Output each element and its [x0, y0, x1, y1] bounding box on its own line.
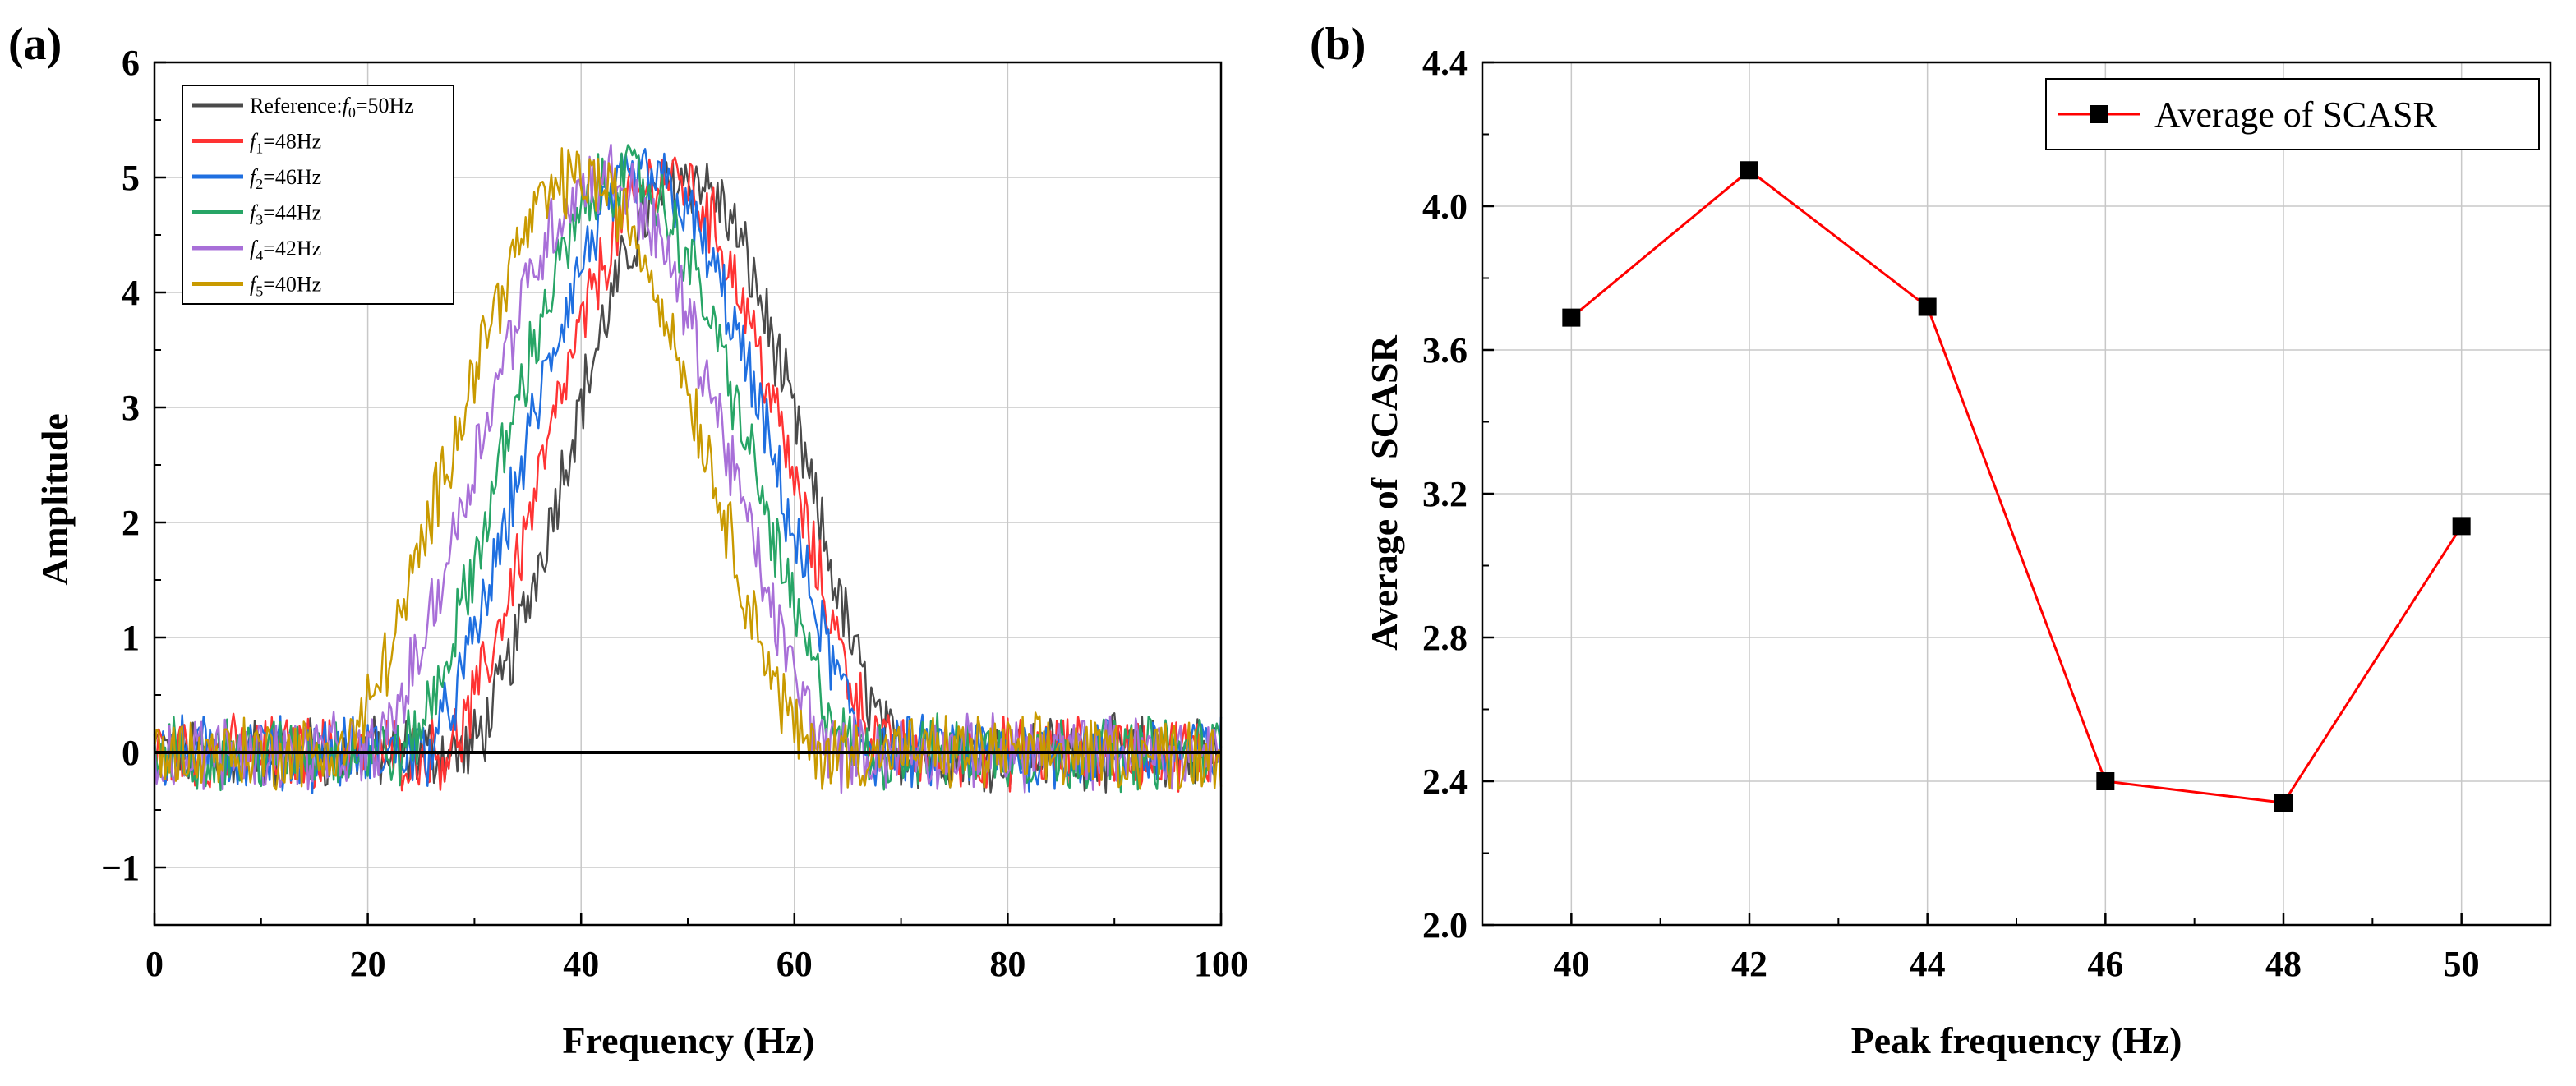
panel-b-xtick-label: 48 [2265, 944, 2302, 984]
panel-a-xtick-label: 100 [1194, 944, 1248, 984]
panel-b-xtick-label: 42 [1731, 944, 1767, 984]
panel-a-ytick-label: 4 [122, 273, 140, 313]
panel-b-xtick-label: 44 [1910, 944, 1946, 984]
panel-b-label: (b) [1310, 19, 1366, 70]
panel-a: (a) 0 20 40 60 80 100 −1 0 1 2 3 4 5 6 Frequency (Hz)… [8, 19, 1248, 1061]
panel-b-series [1562, 161, 2471, 812]
panel-b-xtick-label: 40 [1553, 944, 1589, 984]
panel-a-series [153, 143, 1223, 794]
panel-a-ticks: 0 20 40 60 80 100 −1 0 1 2 3 4 5 6 [101, 43, 1248, 984]
panel-a-ytick-label: 3 [122, 388, 140, 428]
panel-a-ytick-label: 5 [122, 158, 140, 198]
panel-b-data-point [1918, 297, 1937, 316]
panel-a-xtick-label: 0 [145, 944, 164, 984]
panel-a-ytick-label: −1 [101, 848, 140, 888]
panel-a-legend-label: Reference:f0=50Hz [250, 94, 414, 121]
panel-a-legend-box [182, 85, 454, 305]
panel-a-series-line [153, 147, 1223, 791]
panel-b-data-point [1740, 161, 1758, 180]
panel-b-ytick-label: 2.4 [1422, 762, 1468, 802]
panel-a-xtick-label: 20 [350, 944, 386, 984]
panel-a-legend-label: f4=42Hz [250, 237, 321, 264]
panel-a-ytick-label: 2 [122, 503, 140, 543]
panel-b-xtick-label: 46 [2087, 944, 2123, 984]
panel-a-legend-label: f1=48Hz [250, 130, 321, 157]
panel-b-legend: Average of SCASR [2045, 78, 2540, 150]
panel-b-legend-marker [2090, 105, 2108, 123]
panel-a-ytick-label: 1 [122, 618, 140, 658]
panel-a-xlabel: Frequency (Hz) [562, 1019, 814, 1061]
panel-b-ytick-label: 3.2 [1422, 474, 1468, 514]
panel-b-legend-box [2045, 78, 2540, 150]
panel-a-legend-label: f5=40Hz [250, 273, 321, 300]
panel-b-ticks: 40 42 44 46 48 50 2.0 2.4 2.8 3.2 3.6 4.0 4.4 [1422, 43, 2480, 984]
panel-a-label: (a) [8, 19, 62, 70]
panel-b-ytick-label: 4.0 [1422, 186, 1468, 227]
panel-b-ytick-label: 2.0 [1422, 905, 1468, 946]
panel-b-ylabel: Average of SCASR [1363, 334, 1405, 650]
panel-a-ytick-label: 6 [122, 43, 140, 83]
panel-b-data-point [2452, 517, 2471, 536]
panel-b-series-line [1570, 168, 2463, 804]
panel-b-xtick-label: 50 [2444, 944, 2480, 984]
panel-a-legend: Reference:f0=50Hz f1=48Hz f2=46Hz f3=44Hz f4… [182, 85, 454, 305]
panel-a-legend-label: f3=44Hz [250, 201, 321, 228]
panel-b-grid [1482, 62, 2551, 926]
panel-a-ytick-label: 0 [122, 733, 140, 773]
panel-b-data-point [2274, 794, 2293, 812]
panel-b-xlabel: Peak frequency (Hz) [1851, 1019, 2182, 1061]
panel-b: (b) 40 42 44 46 48 50 2.0 2.4 2.8 3.2 3.6 4.0 4.4 Pe… [1310, 19, 2552, 1061]
panel-a-legend-label: f2=46Hz [250, 165, 321, 192]
panel-b-ytick-label: 4.4 [1422, 43, 1468, 83]
panel-b-ytick-label: 3.6 [1422, 330, 1468, 370]
panel-a-xtick-label: 40 [563, 944, 599, 984]
panel-b-ytick-label: 2.8 [1422, 618, 1468, 658]
panel-a-xtick-label: 80 [989, 944, 1025, 984]
panel-b-data-point [1562, 308, 1581, 327]
panel-b-legend-label: Average of SCASR [2154, 94, 2437, 135]
panel-b-data-point [2096, 772, 2115, 790]
panel-a-ylabel: Amplitude [34, 413, 76, 586]
panel-a-xtick-label: 60 [776, 944, 813, 984]
